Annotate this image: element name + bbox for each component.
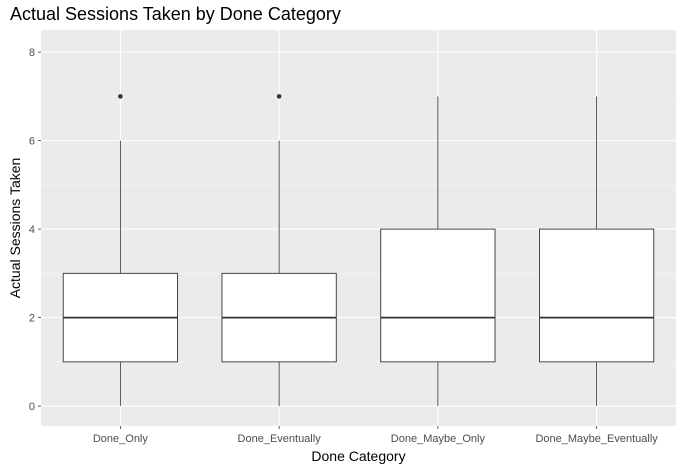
outlier-point bbox=[118, 94, 123, 99]
boxes bbox=[62, 94, 655, 407]
x-tick-label: Done_Eventually bbox=[238, 433, 322, 445]
y-tick-label: 6 bbox=[29, 136, 35, 148]
y-tick-label: 2 bbox=[29, 313, 35, 325]
y-axis-title: Actual Sessions Taken bbox=[7, 158, 23, 299]
chart-title: Actual Sessions Taken by Done Category bbox=[10, 4, 341, 24]
box-Done_Maybe_Eventually bbox=[539, 96, 655, 407]
x-tick-label: Done_Maybe_Only bbox=[391, 433, 486, 445]
axes: 0 2 4 6 8 Done_Only Done_Eventually Done_Maybe_… bbox=[29, 47, 658, 445]
box-Done_Eventually bbox=[221, 94, 337, 407]
y-tick-label: 8 bbox=[29, 47, 35, 59]
x-axis-title: Done Category bbox=[311, 448, 405, 464]
x-tick-label: Done_Only bbox=[93, 433, 149, 445]
y-tick-label: 4 bbox=[29, 224, 35, 236]
x-tick-label: Done_Maybe_Eventually bbox=[535, 433, 658, 445]
plot-panel bbox=[41, 30, 676, 426]
box-Done_Maybe_Only bbox=[380, 96, 496, 407]
y-tick-label: 0 bbox=[29, 401, 35, 413]
outlier-point bbox=[276, 94, 282, 99]
box-iqr bbox=[380, 228, 496, 363]
box-iqr bbox=[539, 228, 655, 363]
box-Done_Only bbox=[62, 94, 178, 407]
